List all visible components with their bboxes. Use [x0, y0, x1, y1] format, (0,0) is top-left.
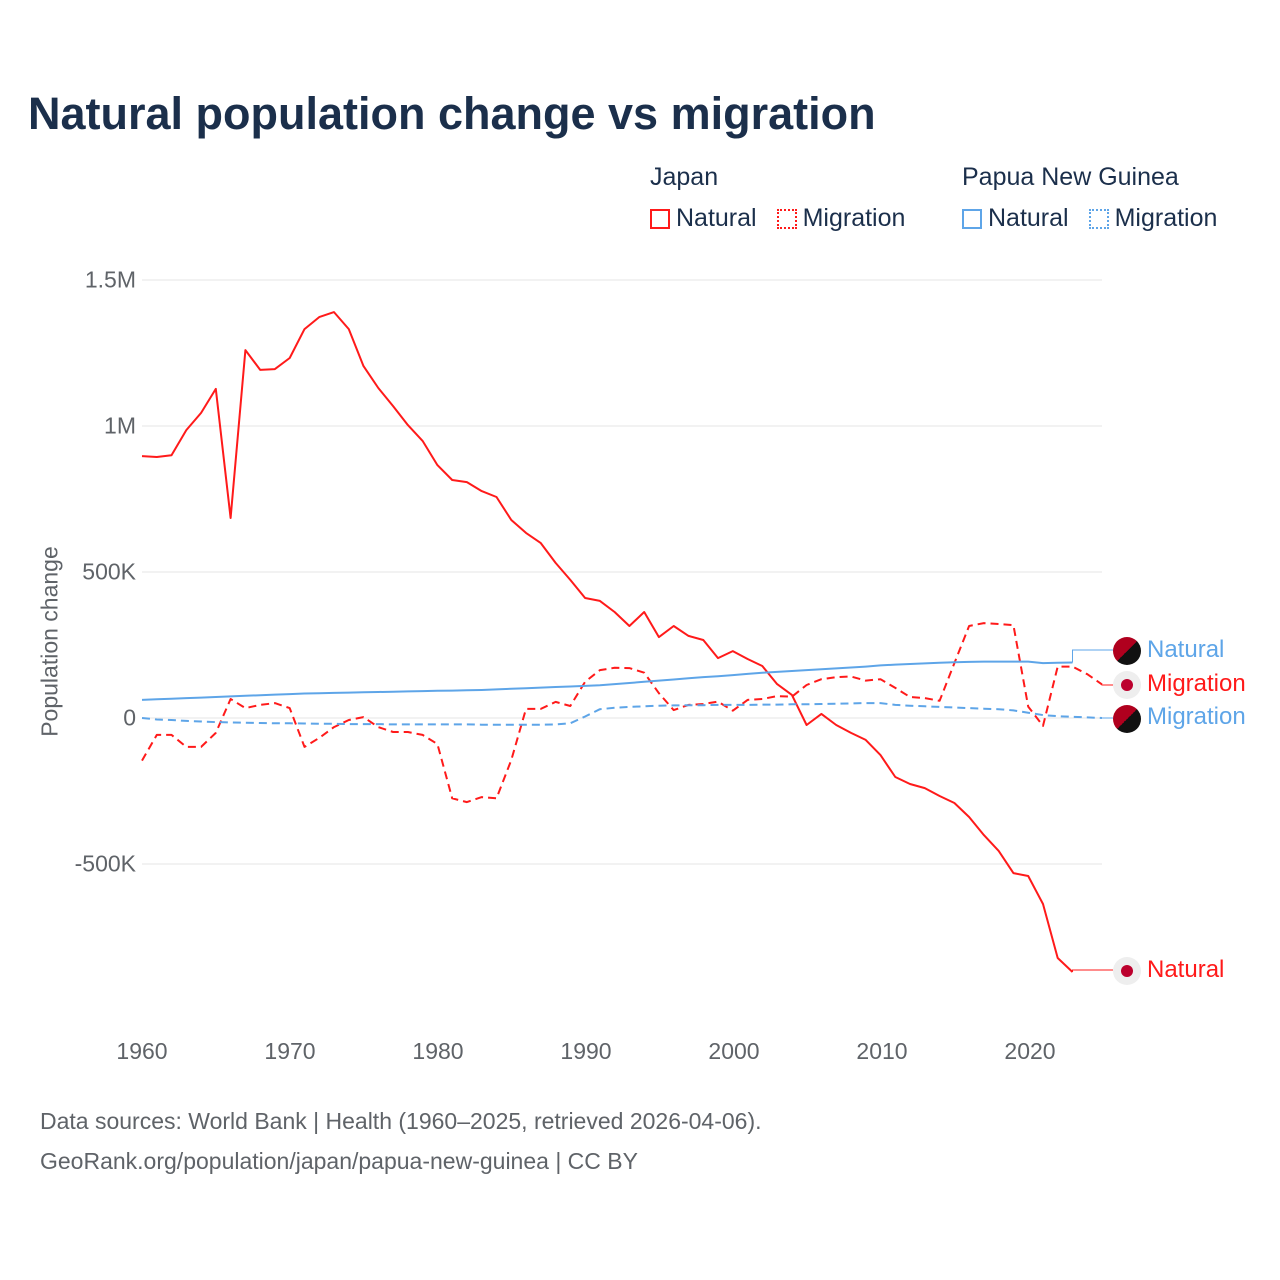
solid-swatch-icon — [650, 208, 670, 229]
legend-label: Natural — [676, 204, 757, 232]
dotted-swatch-icon — [776, 208, 797, 229]
y-tick-label: -500K — [74, 850, 136, 877]
end-label-japan-natural: Natural — [1147, 956, 1225, 983]
x-tick-label: 1990 — [560, 1038, 612, 1064]
end-label-png-migration: Migration — [1147, 703, 1246, 730]
legend-item-png-natural[interactable]: Natural — [962, 204, 1069, 233]
source-line-2[interactable]: GeoRank.org/population/japan/papua-new-g… — [40, 1148, 638, 1174]
x-tick-label: 1960 — [116, 1038, 168, 1064]
legend-label: Natural — [988, 204, 1069, 232]
x-tick-label: 2020 — [1004, 1038, 1056, 1064]
png-flag-icon — [1113, 705, 1141, 733]
x-tick-label: 1970 — [264, 1038, 316, 1064]
legend-item-png-migration[interactable]: Migration — [1088, 204, 1218, 233]
legend-group-title: Japan — [650, 163, 719, 191]
legend-label: Migration — [802, 204, 906, 232]
series-line-papua-new-guinea-natural — [141, 660, 1073, 701]
legend-group-title: Papua New Guinea — [962, 163, 1179, 191]
legend-group-japan: Japan Natural Migration — [650, 163, 905, 233]
legend-label: Migration — [1114, 204, 1218, 232]
leader-line — [1072, 649, 1113, 663]
legend-item-japan-migration[interactable]: Migration — [776, 204, 906, 233]
legend-group-png: Papua New Guinea Natural Migration — [962, 163, 1217, 233]
series-line-japan-natural — [141, 311, 1074, 973]
y-tick-label: 1.5M — [84, 266, 136, 293]
series-line-japan-migration — [141, 622, 1103, 804]
y-tick-label: 0 — [123, 704, 136, 731]
end-label-japan-migration: Migration — [1147, 670, 1246, 697]
x-tick-label: 2000 — [708, 1038, 760, 1064]
japan-flag-icon — [1113, 957, 1141, 985]
japan-flag-icon — [1113, 671, 1141, 699]
x-tick-label: 2010 — [856, 1038, 908, 1064]
leader-line — [1072, 969, 1113, 973]
leader-line — [1101, 684, 1113, 686]
series-line-papua-new-guinea-migration — [141, 702, 1103, 726]
source-line-1: Data sources: World Bank | Health (1960–… — [40, 1108, 762, 1134]
end-label-png-natural: Natural — [1147, 636, 1225, 663]
solid-swatch-icon — [962, 208, 982, 229]
dotted-swatch-icon — [1088, 208, 1109, 229]
y-tick-label: 1M — [104, 412, 136, 439]
legend-item-japan-natural[interactable]: Natural — [650, 204, 757, 233]
chart-title: Natural population change vs migration — [28, 88, 876, 139]
png-flag-icon — [1113, 637, 1141, 665]
x-tick-label: 1980 — [412, 1038, 464, 1064]
y-tick-label: 500K — [82, 558, 136, 585]
